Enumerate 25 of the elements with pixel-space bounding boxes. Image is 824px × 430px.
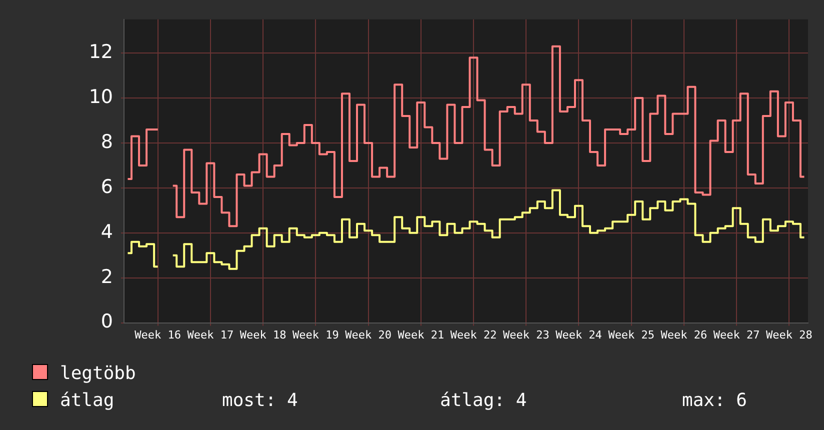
x-tick-label: Week 26 bbox=[660, 328, 708, 342]
x-tick-label: Week 27 bbox=[713, 328, 760, 342]
x-tick-label: Week 19 bbox=[292, 328, 339, 342]
x-tick-label: Week 22 bbox=[450, 328, 497, 342]
text: most: 4 bbox=[222, 389, 298, 413]
x-tick-label: Week 28 bbox=[766, 328, 812, 342]
x-tick-label: Week 16 bbox=[134, 328, 182, 342]
legend-label: legtöbb bbox=[60, 363, 136, 384]
legend-label: átlag bbox=[60, 390, 114, 411]
x-tick-label: Week 23 bbox=[502, 328, 550, 342]
x-tick-label: Week 18 bbox=[240, 328, 286, 342]
y-tick-label: 6 bbox=[100, 176, 113, 198]
x-tick-label: Week 21 bbox=[398, 328, 444, 342]
y-tick-label: 8 bbox=[100, 130, 113, 153]
y-tick-label: 0 bbox=[100, 310, 113, 333]
y-tick-label: 4 bbox=[100, 220, 113, 243]
y-tick-label: 10 bbox=[88, 86, 113, 108]
y-tick-label: 12 bbox=[88, 41, 113, 64]
x-tick-label: Week 25 bbox=[608, 328, 655, 342]
y-tick-label: 2 bbox=[100, 266, 113, 288]
x-tick-label: Week 20 bbox=[345, 328, 392, 342]
x-tick-label: Week 24 bbox=[556, 328, 602, 342]
x-tick-label: Week 17 bbox=[187, 328, 234, 342]
text: max: 6 bbox=[682, 389, 748, 413]
text: átlag: 4 bbox=[440, 389, 527, 413]
